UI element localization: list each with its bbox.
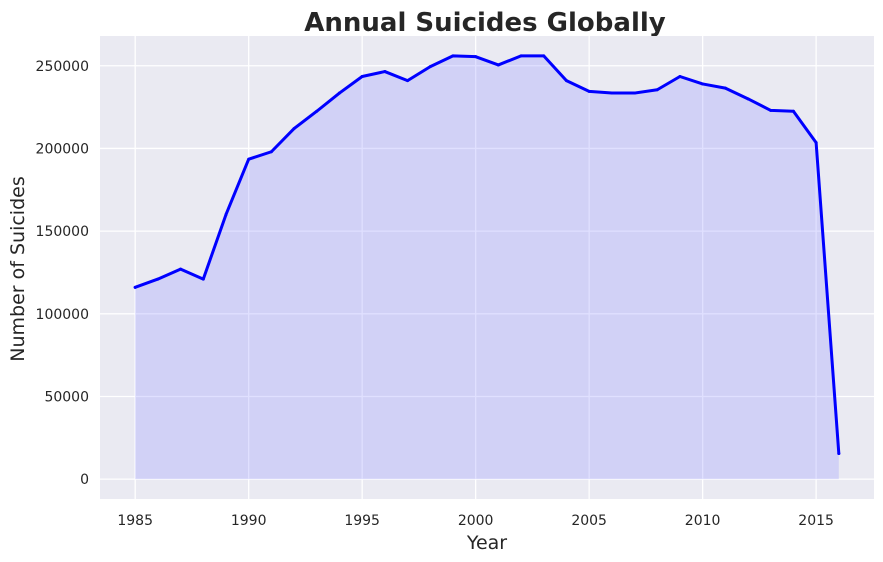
y-tick-labels: 0 50000 100000 150000 200000 250000 (36, 59, 89, 488)
data-point-1991 (269, 150, 273, 154)
data-point-2009 (678, 75, 682, 79)
y-tick-label-250000: 250000 (36, 59, 89, 75)
x-axis-label: Year (466, 532, 507, 554)
x-tick-label-2015: 2015 (798, 513, 834, 529)
data-point-1992 (292, 127, 296, 131)
x-tick-label-2005: 2005 (571, 513, 607, 529)
data-point-1987 (179, 267, 183, 271)
x-tick-label-1990: 1990 (231, 513, 267, 529)
data-point-1985 (133, 285, 137, 289)
y-tick-label-0: 0 (80, 472, 89, 488)
data-point-2006 (610, 91, 614, 95)
data-point-2004 (564, 79, 568, 83)
x-tick-label-2010: 2010 (685, 513, 721, 529)
y-axis-label: Number of Suicides (7, 176, 29, 361)
data-point-2015 (814, 141, 818, 145)
data-point-2003 (542, 54, 546, 58)
x-tick-label-1995: 1995 (344, 513, 380, 529)
plot-area (100, 36, 874, 499)
data-points (133, 54, 841, 456)
data-point-2014 (791, 109, 795, 113)
data-point-1996 (383, 70, 387, 74)
data-point-2012 (746, 97, 750, 101)
data-point-1997 (406, 79, 410, 83)
data-point-2001 (496, 63, 500, 67)
data-point-1989 (224, 213, 228, 217)
x-tick-label-1985: 1985 (117, 513, 153, 529)
data-point-1995 (360, 75, 364, 79)
y-tick-label-100000: 100000 (36, 307, 89, 323)
data-point-1993 (315, 109, 319, 113)
x-tick-label-2000: 2000 (458, 513, 494, 529)
data-point-2008 (655, 88, 659, 92)
data-point-2002 (519, 54, 523, 58)
chart-title: Annual Suicides Globally (304, 8, 666, 38)
y-tick-label-200000: 200000 (36, 141, 89, 157)
data-point-2010 (701, 82, 705, 86)
data-point-2007 (633, 91, 637, 95)
data-point-1994 (337, 91, 341, 95)
x-tick-labels: 1985 1990 1995 2000 2005 2010 2015 (117, 513, 834, 529)
data-point-1988 (201, 277, 205, 281)
y-tick-label-150000: 150000 (36, 224, 89, 240)
series-line (133, 54, 841, 456)
data-point-2016 (837, 452, 841, 456)
data-point-1999 (451, 54, 455, 58)
vertical-gridlines (134, 36, 817, 499)
area-fill (135, 55, 839, 480)
y-tick-label-50000: 50000 (44, 389, 89, 405)
data-point-1986 (156, 277, 160, 281)
data-point-2011 (723, 86, 727, 90)
horizontal-gridlines (100, 65, 874, 480)
data-point-1990 (247, 157, 251, 161)
data-point-2013 (769, 108, 773, 112)
data-point-2000 (474, 55, 478, 59)
data-point-2005 (587, 89, 591, 93)
data-point-1998 (428, 65, 432, 69)
